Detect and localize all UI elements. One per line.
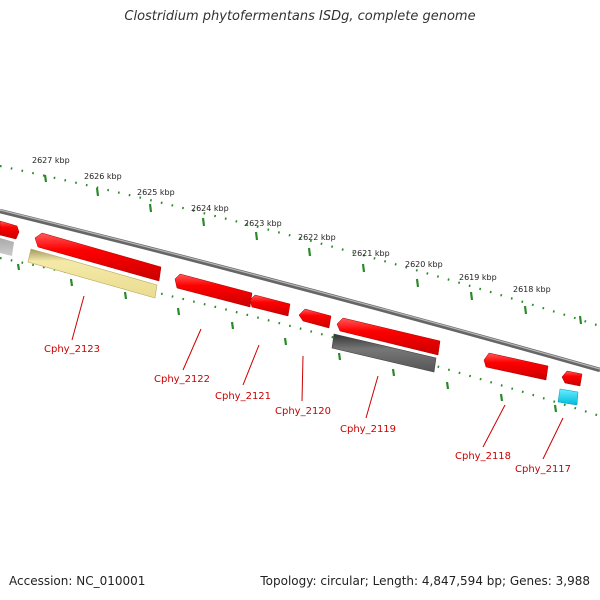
genome-backbone-highlight [0, 209, 600, 370]
gene-label-cphy-2122: Cphy_2122 [154, 374, 210, 385]
kbp-label: 2619 kbp [459, 273, 497, 282]
kbp-label: 2620 kbp [405, 260, 443, 269]
feature-gray-partial [0, 238, 14, 256]
feature-yellow [27, 248, 158, 299]
accession-text: Accession: NC_010001 [9, 574, 146, 588]
inner-tick-ring [0, 256, 600, 418]
cds-partial-left [0, 220, 20, 240]
kbp-label: 2626 kbp [84, 172, 122, 181]
gene-label-cphy-2119: Cphy_2119 [340, 424, 396, 435]
feature-dark-gray [331, 333, 437, 373]
gene-label-cphy-2121: Cphy_2121 [215, 391, 271, 402]
trna-feature [557, 388, 579, 406]
cds-cphy-2120 [298, 308, 332, 329]
gene-label-cphy-2118: Cphy_2118 [455, 451, 511, 462]
kbp-label: 2618 kbp [513, 285, 551, 294]
cds-features [0, 220, 583, 387]
map-title: Clostridium phytofermentans ISDg, comple… [124, 9, 476, 24]
outer-tick-ring [0, 164, 600, 328]
cds-cphy-2119 [336, 317, 441, 356]
label-leader-lines [71, 295, 564, 460]
genome-backbone [0, 208, 600, 373]
kbp-label: 2623 kbp [244, 219, 282, 228]
kbp-label: 2627 kbp [32, 156, 70, 165]
kbp-label: 2624 kbp [191, 204, 229, 213]
gene-label-cphy-2123: Cphy_2123 [44, 344, 100, 355]
gene-label-cphy-2120: Cphy_2120 [275, 406, 331, 417]
gene-label-cphy-2117: Cphy_2117 [515, 464, 571, 475]
cds-cphy-2117 [561, 370, 583, 387]
cds-cphy-2123 [34, 232, 162, 282]
kbp-label: 2622 kbp [298, 233, 336, 242]
gene-labels: Cphy_2123 Cphy_2122 Cphy_2121 Cphy_2120 … [44, 344, 571, 475]
kbp-major-ticks [43, 174, 583, 325]
inner-major-ticks [16, 263, 558, 413]
kbp-labels: 2627 kbp 2626 kbp 2625 kbp 2624 kbp 2623… [32, 156, 551, 294]
genome-summary-text: Topology: circular; Length: 4,847,594 bp… [260, 574, 590, 588]
kbp-label: 2621 kbp [352, 249, 390, 258]
kbp-label: 2625 kbp [137, 188, 175, 197]
cds-cphy-2121 [249, 294, 291, 317]
cds-cphy-2122 [174, 273, 253, 308]
cds-cphy-2118 [483, 352, 549, 381]
